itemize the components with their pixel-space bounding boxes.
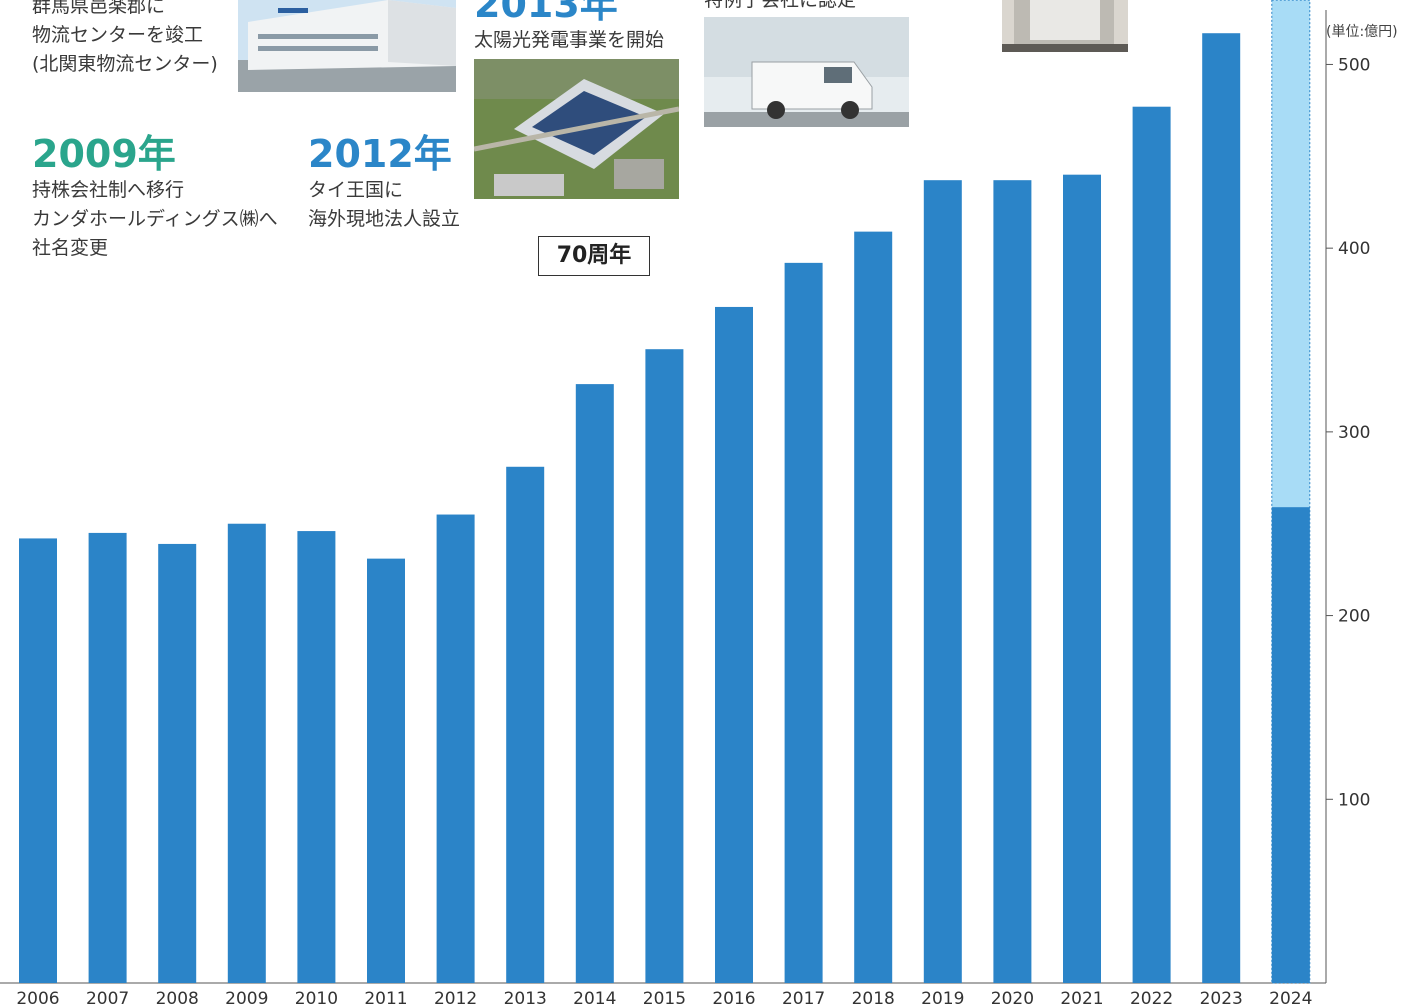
annotation-kitakanto: 群馬県邑楽郡に 物流センターを竣工 (北関東物流センター) [32, 0, 218, 79]
x-tick-label: 2014 [573, 989, 616, 1007]
x-tick-label: 2011 [364, 989, 407, 1007]
annotation-year: 2012年 [308, 132, 452, 176]
bar [1063, 174, 1101, 983]
annotation-line: 物流センターを竣工 [32, 24, 204, 46]
bar [88, 532, 127, 983]
bar [993, 180, 1032, 983]
x-tick-label: 2019 [921, 989, 964, 1007]
bar [297, 531, 336, 983]
y-tick-label: 400 [1338, 239, 1370, 259]
bar [784, 262, 823, 983]
x-tick-label: 2009 [225, 989, 268, 1007]
annotation-line: 太陽光発電事業を開始 [474, 29, 665, 51]
annotation-2009: 2009年 持株会社制へ移行 カンダホールディングス㈱へ 社名変更 [32, 132, 278, 263]
annotation-line: 群馬県邑楽郡に [32, 0, 166, 17]
van-photo [704, 17, 909, 127]
bar [1202, 33, 1241, 983]
x-tick-label: 2018 [852, 989, 895, 1007]
building-photo [1002, 0, 1128, 52]
bar [923, 180, 962, 983]
annotation-line: 持株会社制へ移行 [32, 179, 185, 201]
bar [645, 349, 684, 983]
y-tick-label: 300 [1338, 423, 1370, 443]
x-tick-label: 2024 [1269, 989, 1312, 1007]
x-tick-label: 2016 [712, 989, 755, 1007]
annotation-line: (北関東物流センター) [32, 53, 218, 75]
bar [436, 514, 475, 983]
annotation-year: 2013年 [474, 0, 618, 26]
annotation-line: タイ王国に [308, 179, 404, 201]
annotation-line: カンダホールディングス㈱へ [32, 208, 278, 230]
bar [227, 523, 266, 983]
x-tick-label: 2008 [156, 989, 199, 1007]
y-tick-label: 500 [1338, 55, 1370, 75]
unit-label: (単位:億円) [1326, 24, 1398, 40]
x-tick-label: 2020 [991, 989, 1034, 1007]
x-tick-label: 2015 [643, 989, 686, 1007]
bar [19, 538, 57, 983]
x-tick-label: 2013 [504, 989, 547, 1007]
x-tick-label: 2022 [1130, 989, 1173, 1007]
y-tick-label: 200 [1338, 607, 1370, 627]
bar [1132, 106, 1171, 983]
solar-plant-photo [474, 59, 679, 199]
annotation-2013: 2013年 太陽光発電事業を開始 [474, 0, 664, 55]
annotation-line: 海外現地法人設立 [308, 208, 461, 230]
x-tick-label: 2006 [16, 989, 59, 1007]
bar [715, 306, 753, 983]
x-tick-label: 2010 [295, 989, 338, 1007]
warehouse-photo [238, 0, 456, 92]
bar [506, 466, 545, 983]
annotation-year: 2009年 [32, 132, 176, 176]
y-tick-label: 100 [1338, 790, 1370, 810]
annotation-line: 特例子会社に認定 [704, 0, 857, 11]
x-tick-label: 2017 [782, 989, 825, 1007]
annotation-tokurei: 特例子会社に認定 [704, 0, 856, 15]
bar [1271, 507, 1310, 983]
x-tick-label: 2007 [86, 989, 129, 1007]
x-tick-label: 2012 [434, 989, 477, 1007]
bar [158, 543, 197, 983]
bar [575, 384, 614, 983]
x-tick-label: 2021 [1060, 989, 1103, 1007]
annotation-2012: 2012年 タイ王国に 海外現地法人設立 [308, 132, 460, 234]
x-tick-label: 2023 [1200, 989, 1243, 1007]
annotation-line: 社名変更 [32, 237, 109, 259]
bar [367, 558, 405, 983]
anniversary-badge: 70周年 [538, 236, 650, 276]
bar [854, 231, 893, 983]
